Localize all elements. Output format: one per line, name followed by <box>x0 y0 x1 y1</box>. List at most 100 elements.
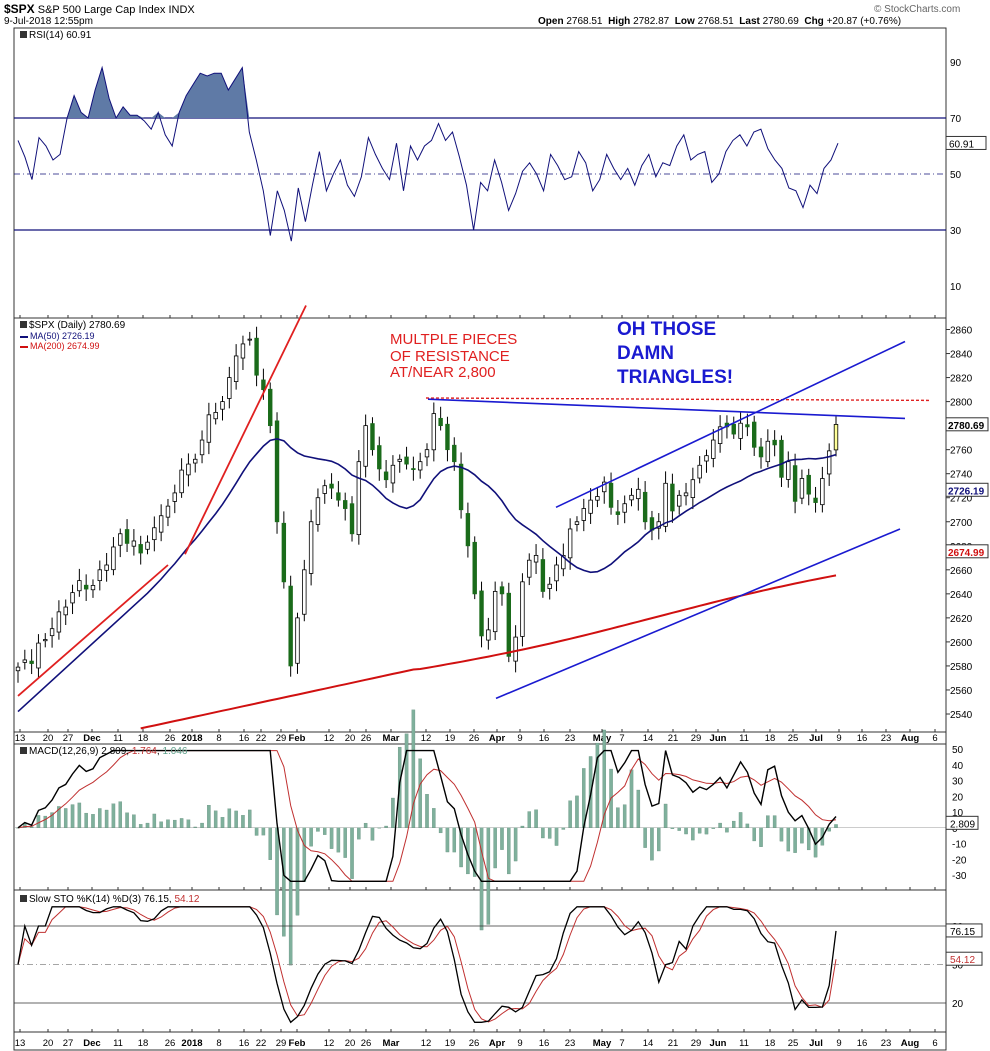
candle <box>608 472 614 515</box>
candle-body <box>302 569 307 615</box>
x-axis-label-bottom: 12 <box>421 1038 432 1049</box>
candle <box>533 544 539 575</box>
macd-histogram-bar <box>241 815 245 828</box>
candle-body <box>602 481 607 493</box>
x-axis-label-bottom: 22 <box>256 1038 267 1049</box>
price-tick-label: 2540 <box>950 710 973 721</box>
candle <box>417 452 423 479</box>
rsi-tick-label: 90 <box>950 58 962 69</box>
macd-tick-label: -10 <box>952 840 967 851</box>
last-price-tag-text: 2780.69 <box>948 421 985 432</box>
macd-histogram-bar <box>459 827 463 868</box>
candle-body <box>663 482 668 527</box>
chg-label: Chg <box>804 16 824 27</box>
candle-body <box>288 585 293 667</box>
candle-body <box>70 592 75 604</box>
price-tick-label: 2740 <box>950 470 973 481</box>
candle-body <box>622 503 627 513</box>
candle-body <box>745 424 750 428</box>
macd-histogram-bar <box>766 815 770 828</box>
candle <box>581 498 586 532</box>
candle-body <box>411 468 416 470</box>
candle <box>104 553 109 582</box>
price-tick-label: 2620 <box>950 614 973 625</box>
candle-body <box>813 497 818 503</box>
x-axis-label-bottom: 26 <box>165 1038 176 1049</box>
candle <box>49 617 55 648</box>
macd-histogram-bar <box>677 827 681 831</box>
candle <box>383 459 389 488</box>
x-axis-label-bottom: 23 <box>565 1038 576 1049</box>
macd-histogram-bar <box>104 809 109 828</box>
triangle-upper-line <box>427 398 906 420</box>
sto-d-line <box>17 906 837 1023</box>
x-axis-label-bottom: 9 <box>836 1038 841 1049</box>
candle-body <box>138 544 143 554</box>
candle-body <box>193 458 198 464</box>
x-axis-label: 11 <box>113 733 123 744</box>
candle <box>820 466 825 513</box>
x-axis-label-bottom: 20 <box>345 1038 356 1049</box>
candle <box>424 443 430 467</box>
macd-histogram-bar <box>377 827 382 829</box>
candle-body <box>826 450 832 475</box>
candle-body <box>90 585 96 591</box>
macd-histogram-bar <box>227 808 232 828</box>
candle-body <box>29 660 34 664</box>
candle-body <box>397 458 402 462</box>
candle <box>649 510 655 541</box>
candle <box>717 415 723 453</box>
x-axis-label-bottom: 12 <box>324 1038 335 1049</box>
candle-body <box>179 469 184 494</box>
candle-body <box>499 586 505 595</box>
candle-body <box>786 461 791 480</box>
candle-body <box>520 581 525 637</box>
candle <box>792 453 798 514</box>
candle-body <box>15 666 21 672</box>
x-axis-label: 26 <box>361 733 372 744</box>
candle <box>36 634 41 679</box>
candle <box>22 649 28 670</box>
candle-body <box>554 564 559 582</box>
candle <box>152 516 157 552</box>
rsi-tick-label: 70 <box>950 114 962 125</box>
candle-body <box>697 464 702 479</box>
ohlc-readout: Open 2768.51 High 2782.87 Low 2768.51 La… <box>538 16 901 27</box>
candle-body <box>540 559 546 592</box>
macd-histogram-bar <box>98 808 102 828</box>
candle <box>765 429 771 468</box>
candle-body <box>465 513 471 547</box>
macd-histogram-bar <box>282 827 286 937</box>
candle-body <box>629 494 634 501</box>
macd-histogram-bar <box>725 827 729 833</box>
macd-histogram-bar <box>650 827 654 861</box>
candle-body <box>152 527 157 541</box>
candle <box>445 416 450 462</box>
macd-tick-label: 10 <box>952 808 964 819</box>
candle <box>452 437 457 471</box>
sto-legend-text: Slow STO %K(14) %D(3) <box>29 894 142 905</box>
rsi-value-tag <box>945 135 987 150</box>
macd-histogram-bar <box>616 807 620 828</box>
candle-body <box>56 611 62 633</box>
macd-histogram-bar <box>343 827 347 858</box>
candle-body <box>820 478 825 506</box>
resistance-line-2: OF RESISTANCE <box>390 347 510 365</box>
candle-body <box>595 496 600 501</box>
candle <box>799 469 805 505</box>
sto-legend-marker <box>20 895 27 902</box>
candle <box>636 477 641 511</box>
candle-body <box>274 420 280 523</box>
x-axis-label-bottom: Apr <box>489 1038 506 1049</box>
rsi-panel-frame <box>13 27 947 319</box>
candle-body <box>765 440 771 463</box>
candle <box>547 577 552 600</box>
candle-body <box>342 500 348 509</box>
x-axis-label-bottom: 23 <box>881 1038 892 1049</box>
macd-legend-v2: 1.764 <box>131 746 157 757</box>
macd-histogram-bar <box>336 827 341 853</box>
price-tick-label: 2600 <box>950 638 973 649</box>
x-axis-label: 29 <box>276 733 287 744</box>
macd-histogram-bar <box>84 812 88 828</box>
